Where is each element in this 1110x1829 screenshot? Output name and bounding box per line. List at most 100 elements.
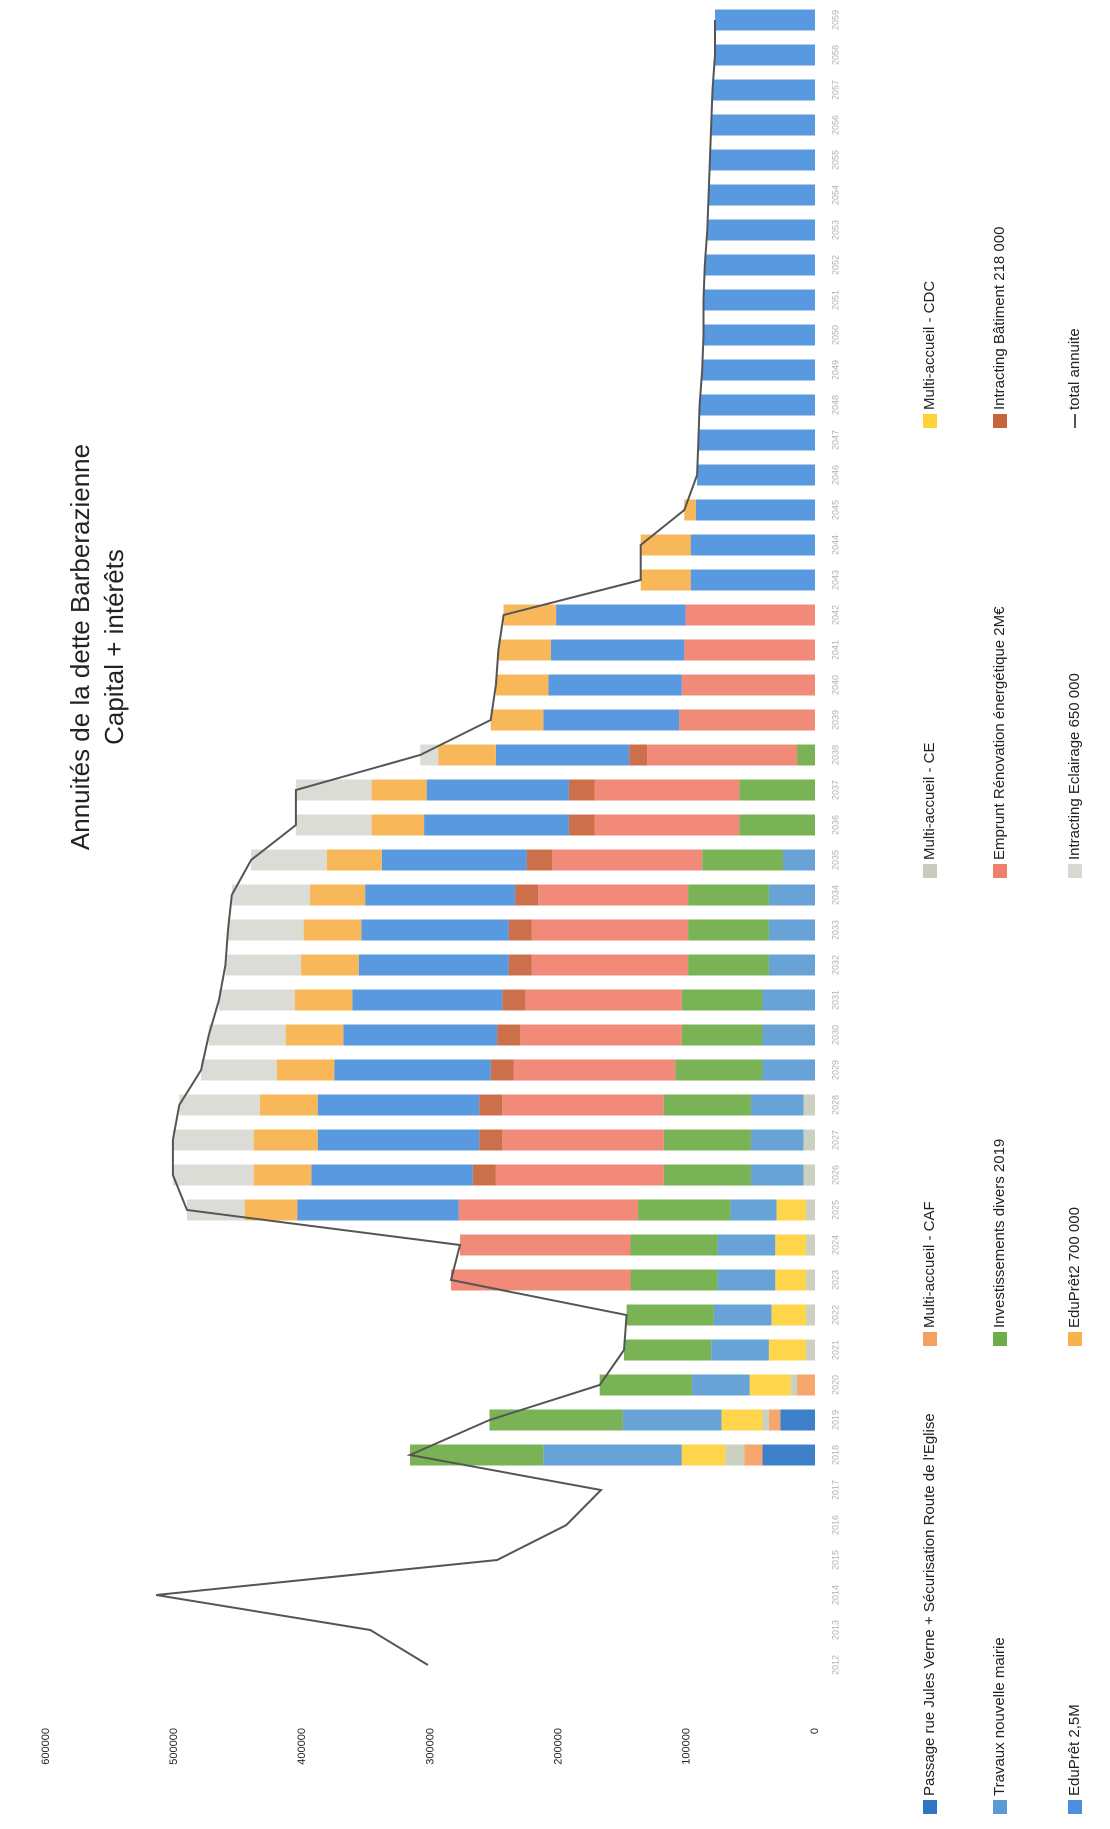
legend-label: Emprunt Rénovation énergétique 2M€	[991, 606, 1008, 860]
bar-segment	[744, 1444, 763, 1466]
bar-segment	[317, 1094, 480, 1116]
x-tick-label: 2058	[830, 45, 840, 65]
bar-segment	[803, 1094, 816, 1116]
bar-segment	[749, 1374, 791, 1396]
x-tick-label: 2050	[830, 325, 840, 345]
y-tick-label: 600000	[40, 1728, 52, 1765]
bar-segment	[490, 709, 544, 731]
legend-swatch	[1068, 864, 1082, 878]
bar-segment	[715, 44, 816, 66]
bar-segment	[739, 779, 815, 801]
bar-segment	[172, 1129, 254, 1151]
bar-segment	[797, 744, 815, 766]
bar-segment	[725, 1444, 745, 1466]
x-tick-label: 2044	[830, 535, 840, 555]
bar-segment	[685, 604, 816, 626]
bar-segment	[352, 989, 503, 1011]
bar-segment	[806, 1339, 815, 1361]
x-tick-label: 2013	[830, 1620, 840, 1640]
x-tick-label: 2020	[830, 1375, 840, 1395]
legend-swatch	[993, 864, 1007, 878]
bar-segment	[739, 814, 815, 836]
bar-segment	[568, 779, 595, 801]
bar-segment	[550, 639, 685, 661]
bar-segment	[409, 1444, 544, 1466]
bar-segment	[762, 989, 815, 1011]
legend-label: Travaux nouvelle mairie	[991, 1637, 1008, 1796]
bar-segment	[675, 1059, 763, 1081]
bar-segment	[806, 1234, 815, 1256]
bar-segment	[525, 989, 682, 1011]
bar-segment	[381, 849, 527, 871]
bar-segment	[688, 919, 769, 941]
bar-segment	[594, 814, 740, 836]
bar-segment	[775, 1269, 807, 1291]
bar-segment	[697, 464, 815, 486]
bar-segment	[358, 954, 509, 976]
x-tick-label: 2016	[830, 1515, 840, 1535]
legend-label: Multi-accueil - CDC	[921, 281, 938, 410]
bar-segment	[629, 744, 648, 766]
bar-segment	[489, 1409, 623, 1431]
bar-segment	[768, 954, 815, 976]
bar-segment	[806, 1199, 815, 1221]
x-tick-label: 2026	[830, 1165, 840, 1185]
x-tick-label: 2053	[830, 220, 840, 240]
bar-segment	[548, 674, 682, 696]
bar-segment	[704, 254, 816, 276]
x-tick-label: 2036	[830, 815, 840, 835]
bar-segment	[311, 1164, 473, 1186]
x-tick-label: 2014	[830, 1585, 840, 1605]
bar-segment	[495, 744, 630, 766]
bar-segment	[681, 1444, 726, 1466]
bar-segment	[681, 674, 815, 696]
bar-segment	[543, 1444, 682, 1466]
bar-segment	[703, 324, 815, 346]
y-tick-label: 200000	[553, 1728, 565, 1765]
bar-segment	[502, 1094, 664, 1116]
bar-segment	[707, 219, 816, 241]
x-tick-label: 2028	[830, 1095, 840, 1115]
bar-segment	[285, 1024, 344, 1046]
bar-segment	[630, 1269, 718, 1291]
bar-segment	[782, 849, 815, 871]
bar-segment	[750, 1164, 804, 1186]
bar-segment	[490, 1059, 514, 1081]
x-tick-label: 2033	[830, 920, 840, 940]
x-tick-label: 2012	[830, 1655, 840, 1675]
bar-segment	[479, 1094, 503, 1116]
bar-segment	[709, 149, 815, 171]
bar-segment	[297, 1199, 459, 1221]
bar-segment	[508, 919, 532, 941]
bar-segment	[303, 919, 362, 941]
bar-segment	[647, 744, 798, 766]
bar-segment	[251, 849, 327, 871]
bar-segment	[231, 884, 311, 906]
bar-segment	[225, 954, 302, 976]
x-tick-label: 2039	[830, 710, 840, 730]
bar-segment	[458, 1199, 639, 1221]
chart-title: Annuités de la dette Barberazienne	[65, 444, 95, 850]
bar-segment	[768, 1339, 807, 1361]
bar-segment	[768, 1409, 781, 1431]
bar-segment	[630, 1234, 718, 1256]
bar-segment	[301, 954, 359, 976]
bar-segment	[276, 1059, 335, 1081]
bar-segment	[498, 639, 551, 661]
bar-segment	[227, 919, 304, 941]
bar-segment	[691, 1374, 750, 1396]
x-tick-label: 2059	[830, 10, 840, 30]
bar-segment	[688, 954, 769, 976]
bar-segment	[626, 1304, 714, 1326]
bar-segment	[663, 1094, 751, 1116]
bar-segment	[638, 1199, 731, 1221]
bar-segment	[531, 919, 689, 941]
bar-segment	[711, 114, 815, 136]
bar-segment	[715, 9, 816, 31]
bar-segment	[768, 919, 815, 941]
bar-segment	[640, 534, 691, 556]
x-tick-label: 2032	[830, 955, 840, 975]
rotated-chart: Annuités de la dette Barberazienne Capit…	[40, 9, 1083, 1814]
x-tick-label: 2021	[830, 1340, 840, 1360]
